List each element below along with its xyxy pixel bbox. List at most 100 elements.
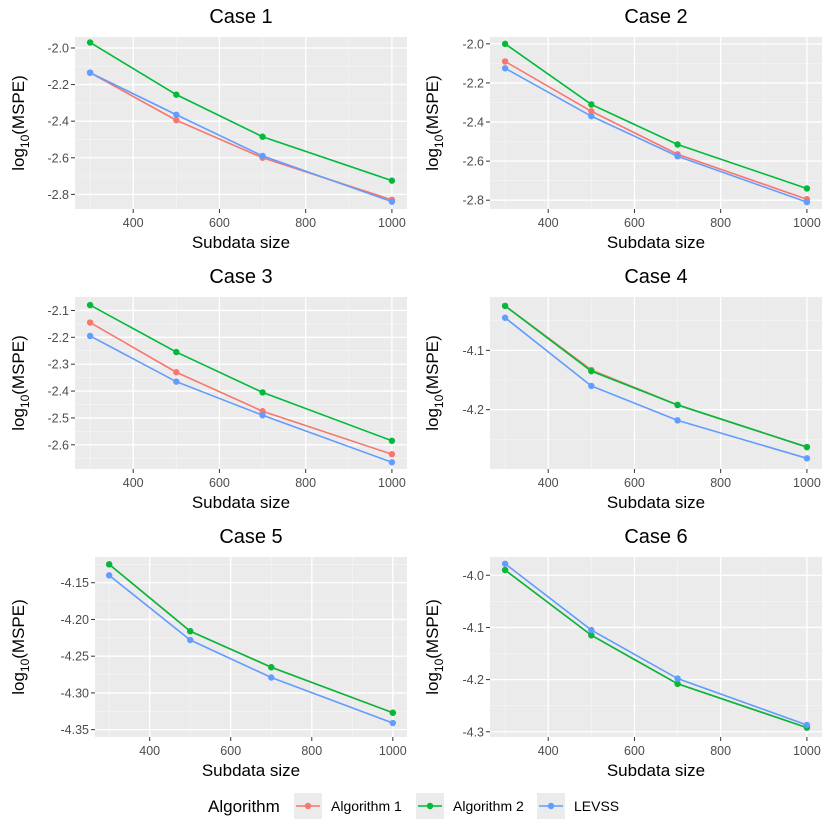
data-point-levss: [173, 111, 180, 118]
x-tick-label: 1000: [379, 744, 407, 758]
y-tick-label: -2.6: [47, 151, 69, 165]
data-point-algorithm-1: [173, 117, 180, 124]
data-point-algorithm-2: [86, 301, 94, 309]
data-point-levss: [674, 417, 681, 424]
legend-label: Algorithm 2: [453, 798, 524, 814]
series-line-levss: [89, 335, 393, 464]
x-tick-label: 800: [301, 744, 322, 758]
data-point-algorithm-1: [388, 451, 396, 458]
panel-case-5: 400 600 800 1000 -4.15 -4.20 -4.25 -4.30 -4.35 Ca…: [9, 526, 407, 780]
data-point-levss: [588, 382, 595, 390]
y-tick-label: -4.20: [61, 613, 90, 627]
y-axis-title: log10(MSPE): [423, 335, 446, 431]
data-point-algorithm-2: [674, 141, 681, 148]
x-tick-label: 400: [538, 476, 559, 490]
data-point-algorithm-2: [501, 566, 509, 574]
y-tick-label: -2.4: [47, 115, 69, 129]
data-point-levss: [86, 332, 94, 340]
data-point-algorithm-2: [389, 709, 397, 716]
panel-case-1: 400 600 800 1000 -2.0 -2.2 -2.4 -2.6 -2.8 Case 1 S…: [9, 6, 407, 252]
y-tick-label: -2.0: [47, 41, 69, 55]
data-point-algorithm-2: [173, 91, 180, 98]
data-point-algorithm-2: [674, 680, 681, 687]
data-point-algorithm-2: [268, 664, 275, 671]
data-point-levss: [268, 674, 275, 681]
data-point-levss: [588, 112, 595, 120]
data-point-algorithm-2: [259, 389, 266, 396]
x-tick-label: 600: [624, 216, 645, 230]
series-line-levss: [108, 574, 394, 724]
panel-case-6: 400 600 800 1000 -4.0 -4.1 -4.2 -4.3 Case 6 Subda…: [423, 526, 822, 780]
panel-case-3: 400 600 800 1000 -2.1 -2.2 -2.3 -2.4 -2.5 -2.6 Cas…: [9, 266, 407, 512]
legend-key-point: [426, 802, 434, 810]
legend-item-levss: LEVSS: [537, 793, 619, 819]
y-tick-label: -2.2: [47, 78, 69, 92]
data-point-levss: [674, 153, 681, 160]
data-point-algorithm-1: [588, 108, 595, 115]
x-tick-label: 800: [295, 476, 316, 490]
data-point-levss: [389, 719, 397, 727]
legend-key-point: [304, 802, 312, 810]
y-tick-label: -4.35: [61, 723, 90, 737]
data-point-levss: [187, 636, 194, 644]
panel-background: [490, 297, 822, 469]
data-point-algorithm-1: [86, 319, 94, 326]
data-point-levss: [388, 459, 396, 466]
x-tick-label: 600: [209, 476, 230, 490]
series-line-algorithm-2: [89, 304, 393, 442]
x-tick-label: 800: [295, 216, 316, 230]
data-point-levss: [105, 572, 113, 579]
legend-title: Algorithm: [208, 797, 280, 816]
data-point-levss: [501, 65, 509, 72]
legend-label: Algorithm 1: [331, 798, 402, 814]
data-point-levss: [501, 560, 509, 567]
panel-background: [490, 37, 822, 209]
x-tick-label: 600: [624, 476, 645, 490]
series-line-levss: [504, 563, 808, 726]
y-tick-label: -4.1: [462, 344, 484, 358]
legend-item-algorithm-2: Algorithm 2: [416, 793, 524, 819]
panel-title: Case 5: [219, 526, 282, 548]
y-tick-label: -2.8: [47, 188, 69, 202]
data-point-levss: [803, 198, 811, 206]
x-tick-label: 800: [710, 476, 731, 490]
y-tick-label: -4.2: [462, 403, 484, 417]
y-tick-label: -2.1: [47, 304, 69, 318]
y-tick-label: -2.6: [47, 438, 69, 452]
panel-background: [75, 37, 407, 209]
data-point-levss: [588, 626, 595, 634]
x-tick-label: 1000: [793, 216, 821, 230]
series-line-algorithm-1: [89, 321, 393, 455]
data-point-algorithm-2: [388, 177, 396, 184]
panel-title: Case 1: [209, 6, 272, 28]
y-tick-label: -2.0: [462, 37, 484, 51]
panel-background: [95, 557, 407, 737]
data-point-levss: [501, 314, 509, 321]
y-tick-label: -2.8: [462, 194, 484, 208]
y-axis-title: log10(MSPE): [423, 75, 446, 171]
y-axis-title: log10(MSPE): [9, 75, 32, 171]
panel-background: [490, 557, 822, 737]
x-tick-label: 400: [139, 744, 160, 758]
legend-item-algorithm-1: Algorithm 1: [294, 793, 402, 819]
panel-case-2: 400 600 800 1000 -2.0 -2.2 -2.4 -2.6 -2.8 Case 2 S…: [423, 6, 822, 252]
y-tick-label: -4.25: [61, 650, 90, 664]
y-tick-label: -4.30: [61, 686, 90, 700]
data-point-algorithm-2: [501, 302, 509, 310]
data-point-algorithm-2: [105, 561, 113, 568]
x-axis-title: Subdata size: [607, 493, 705, 512]
data-point-levss: [259, 412, 266, 419]
x-tick-label: 1000: [378, 476, 406, 490]
data-point-algorithm-2: [588, 632, 595, 639]
y-tick-label: -2.4: [462, 116, 484, 130]
y-axis-title: log10(MSPE): [9, 335, 32, 431]
data-point-levss: [388, 198, 396, 205]
y-tick-label: -2.5: [47, 411, 69, 425]
x-axis-title: Subdata size: [202, 761, 300, 780]
data-point-levss: [173, 378, 180, 385]
series-line-algorithm-2: [504, 569, 808, 729]
series-line-levss: [504, 317, 808, 460]
x-tick-label: 600: [209, 216, 230, 230]
x-tick-label: 800: [710, 216, 731, 230]
x-tick-label: 600: [624, 744, 645, 758]
